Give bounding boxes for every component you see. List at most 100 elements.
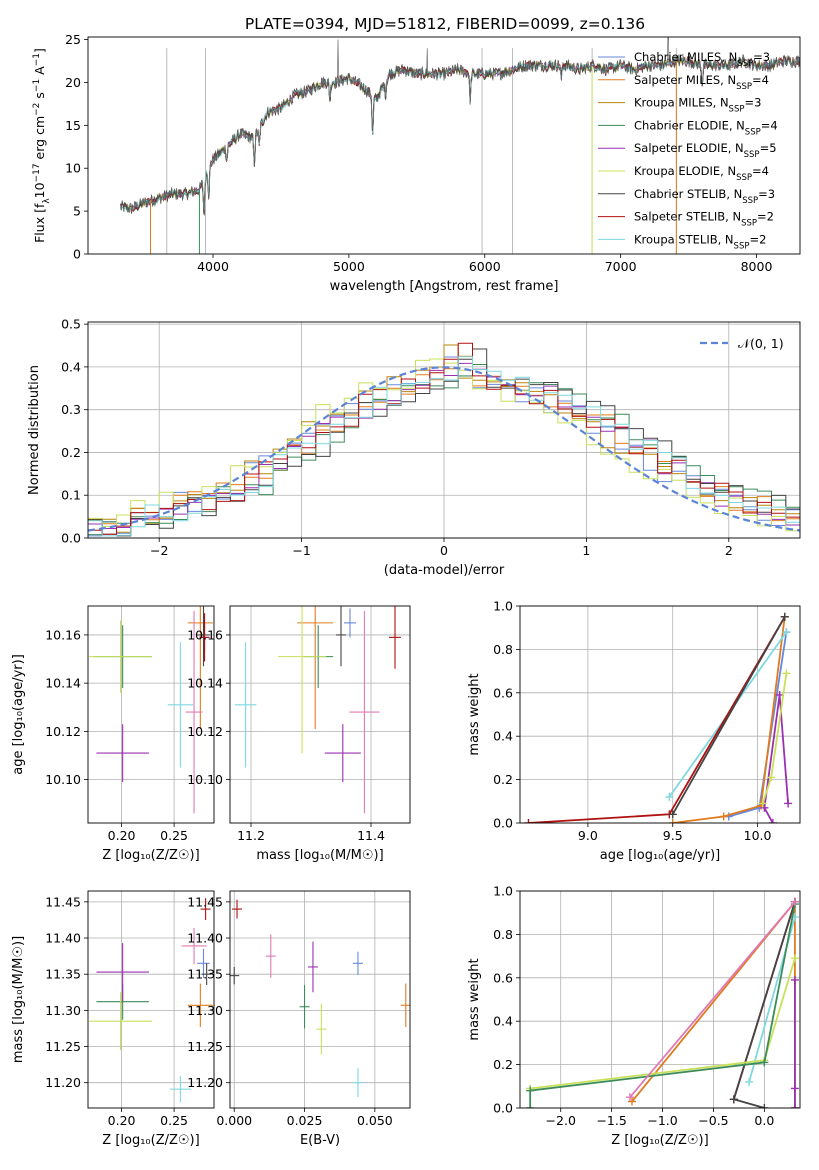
y-tick-label: 0.0 [493,816,513,831]
weight-marker [665,792,674,801]
x-tick-label: −1.0 [647,1113,677,1128]
y-tick-label: 11.25 [45,1039,81,1054]
y-axis-label: mass [log₁₀(M/M☉)] [11,936,26,1063]
errorbar-point [200,898,211,920]
weight-marker [628,1097,636,1106]
y-tick-label: 11.25 [187,1039,223,1054]
age_vs_mass-axes: 11.2 11.4 10.10 10.12 10.14 10.16 mass [log₁₀(… [187,606,410,863]
spectrum-axes: 4000 5000 6000 7000 8000 0 5 10 15 20 25 wavelength… [65,32,772,294]
y-tick-label: 0.6 [493,685,513,700]
errorbar-point [349,610,380,814]
x-axis-label: mass [log₁₀(M/M☉)] [256,848,383,863]
y-tick-label: 25 [65,32,81,47]
x-axis-label: age [log₁₀(age/yr)] [600,848,721,863]
age_vs_Z-axes: 0.20 0.25 10.10 10.12 10.14 10.16 Z [log₁₀(Z/Z… [11,606,214,863]
y-tick-label: 1.0 [493,884,513,899]
axes-frame [87,605,215,824]
y-tick-label: 1.0 [493,599,513,614]
x-tick-label: 4000 [197,259,229,274]
x-tick-label: 0.25 [160,1113,188,1128]
y-tick-label: 0.0 [61,531,81,546]
x-tick-label: 10.0 [744,828,772,843]
y-tick-label: 11.45 [187,894,223,909]
y-tick-label: 0.4 [493,1014,513,1029]
gaussian-curve [88,366,800,532]
x-tick-label: 2 [725,543,733,558]
legend-label: Kroupa STELIB, NSSP=2 [634,232,766,251]
weight-marker [758,799,767,808]
y-tick-label: 10.10 [187,772,223,787]
legend-label: Chabrier MILES, NSSP=3 [634,50,770,69]
errorbar-point [352,951,363,975]
y-tick-label: 11.20 [187,1075,223,1090]
weight-marker [775,690,784,699]
legend-label: Kroupa MILES, NSSP=3 [634,96,761,115]
axes-frame [229,890,411,1109]
weight-marker [760,1058,769,1067]
axes-frame [519,890,801,1109]
spectrum-lines [120,37,800,254]
observed-spectrum-line [120,37,800,216]
errorbar-point [234,642,257,768]
histogram-series [88,348,800,537]
weight-marker [729,1095,738,1104]
weight_vs_Z-lines [526,897,799,1108]
x-tick-label: 6000 [469,259,501,274]
weight-marker [784,799,793,808]
x-axis-label: Z [log₁₀(Z/Z☉)] [611,1133,708,1148]
legend-label: Salpeter STELIB, NSSP=2 [634,210,774,229]
x-tick-label: 0.25 [160,828,188,843]
weight-marker [790,975,799,984]
weight_vs_age-lines [524,612,793,823]
legend-label: 𝒩(0, 1) [738,336,784,351]
y-tick-label: 0.8 [493,642,513,657]
weight-line [672,616,786,823]
y-tick-label: 11.40 [187,931,223,946]
errorbar-point [167,642,193,768]
y-axis-label: mass weight [467,673,482,755]
residuals-axes: −2 −1 0 1 2 0.0 0.1 0.2 0.3 0.4 0.5 (data-model)/er… [27,317,800,578]
y-axis-label: Normed distribution [27,365,42,495]
weight_vs_age-axes: 9.0 9.5 10.0 0.0 0.2 0.4 0.6 0.8 1.0 age [log₁₀(a… [467,599,800,863]
y-tick-label: 0.5 [61,317,81,332]
errorbar-point [89,992,153,1051]
y-tick-label: 11.35 [45,967,81,982]
y-tick-label: 10.16 [45,627,81,642]
y-tick-label: 10.10 [45,772,81,787]
x-axis-label: (data-model)/error [384,563,505,578]
y-tick-label: 11.30 [187,1003,223,1018]
y-tick-label: 11.30 [45,1003,81,1018]
errorbar-point [169,1076,191,1103]
errorbar-point [307,941,318,993]
weight-marker [524,819,533,823]
x-tick-label: 9.5 [663,828,683,843]
errorbar-point [316,1003,327,1055]
weight-marker [526,1104,535,1108]
legend-label: Kroupa ELODIE, NSSP=4 [634,164,769,183]
x-tick-label: 0.000 [216,1113,252,1128]
x-tick-label: 5000 [333,259,365,274]
age_vs_Z-points [89,606,213,814]
axes-frame [87,890,215,1109]
errorbar-point [278,606,326,754]
y-tick-label: 0.2 [61,445,81,460]
mass_vs_Z-points [89,898,213,1103]
errorbar-point [336,606,346,667]
errorbar-point [352,1068,363,1098]
weight-marker [790,1084,799,1093]
x-axis-label: E(B-V) [300,1133,340,1148]
weight-marker [790,1104,799,1108]
errorbar-point [187,606,213,729]
y-tick-label: 0.4 [493,729,513,744]
weight-marker [745,1077,754,1086]
x-tick-label: 9.0 [578,828,598,843]
y-tick-label: 0.1 [61,488,81,503]
weight-marker [625,1093,634,1102]
x-tick-label: 11.4 [357,828,385,843]
histogram-series [88,342,800,535]
x-axis-label: Z [log₁₀(Z/Z☉)] [102,1133,199,1148]
errorbar-point [89,620,153,693]
y-tick-label: 10.14 [187,676,223,691]
y-tick-label: 20 [65,75,81,90]
weight-marker [790,897,799,906]
